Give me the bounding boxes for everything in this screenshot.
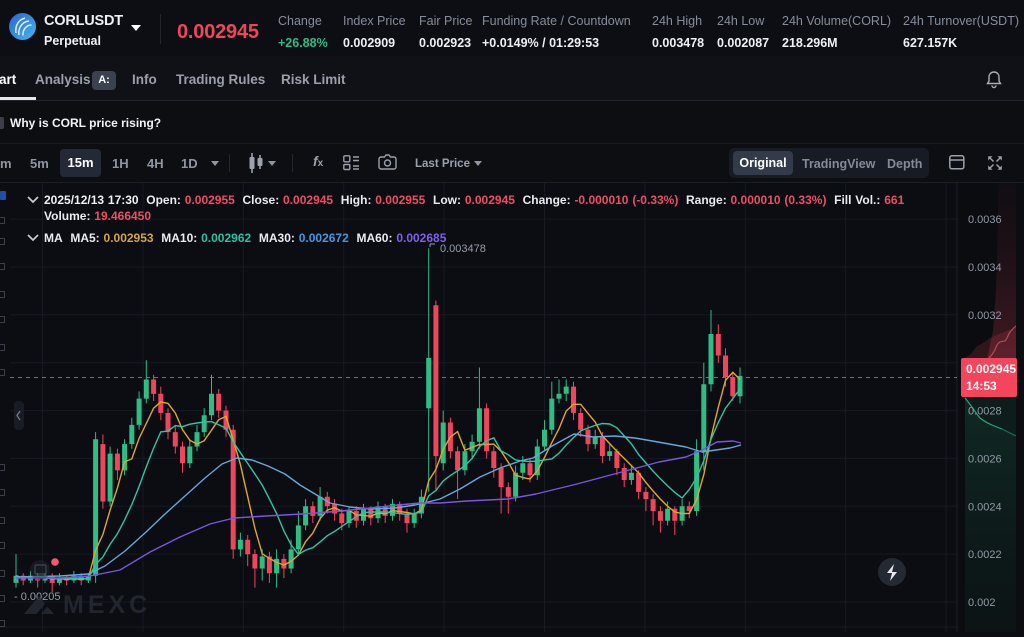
svg-text:0.003478: 0.003478 xyxy=(440,243,486,255)
svg-text:‐ 0.00205: ‐ 0.00205 xyxy=(14,591,60,603)
svg-text:0.0022: 0.0022 xyxy=(968,549,1002,561)
svg-text:0.0036: 0.0036 xyxy=(968,214,1002,226)
svg-text:0.0026: 0.0026 xyxy=(968,453,1002,465)
svg-text:0.0032: 0.0032 xyxy=(968,310,1002,322)
svg-text:0.002945: 0.002945 xyxy=(966,362,1016,376)
svg-text:14:53: 14:53 xyxy=(966,379,997,393)
svg-text:0.0028: 0.0028 xyxy=(968,406,1002,418)
svg-text:0.0024: 0.0024 xyxy=(968,501,1002,513)
svg-text:0.002: 0.002 xyxy=(968,597,996,609)
svg-text:MEXC: MEXC xyxy=(63,591,151,619)
svg-text:0.0034: 0.0034 xyxy=(968,262,1002,274)
